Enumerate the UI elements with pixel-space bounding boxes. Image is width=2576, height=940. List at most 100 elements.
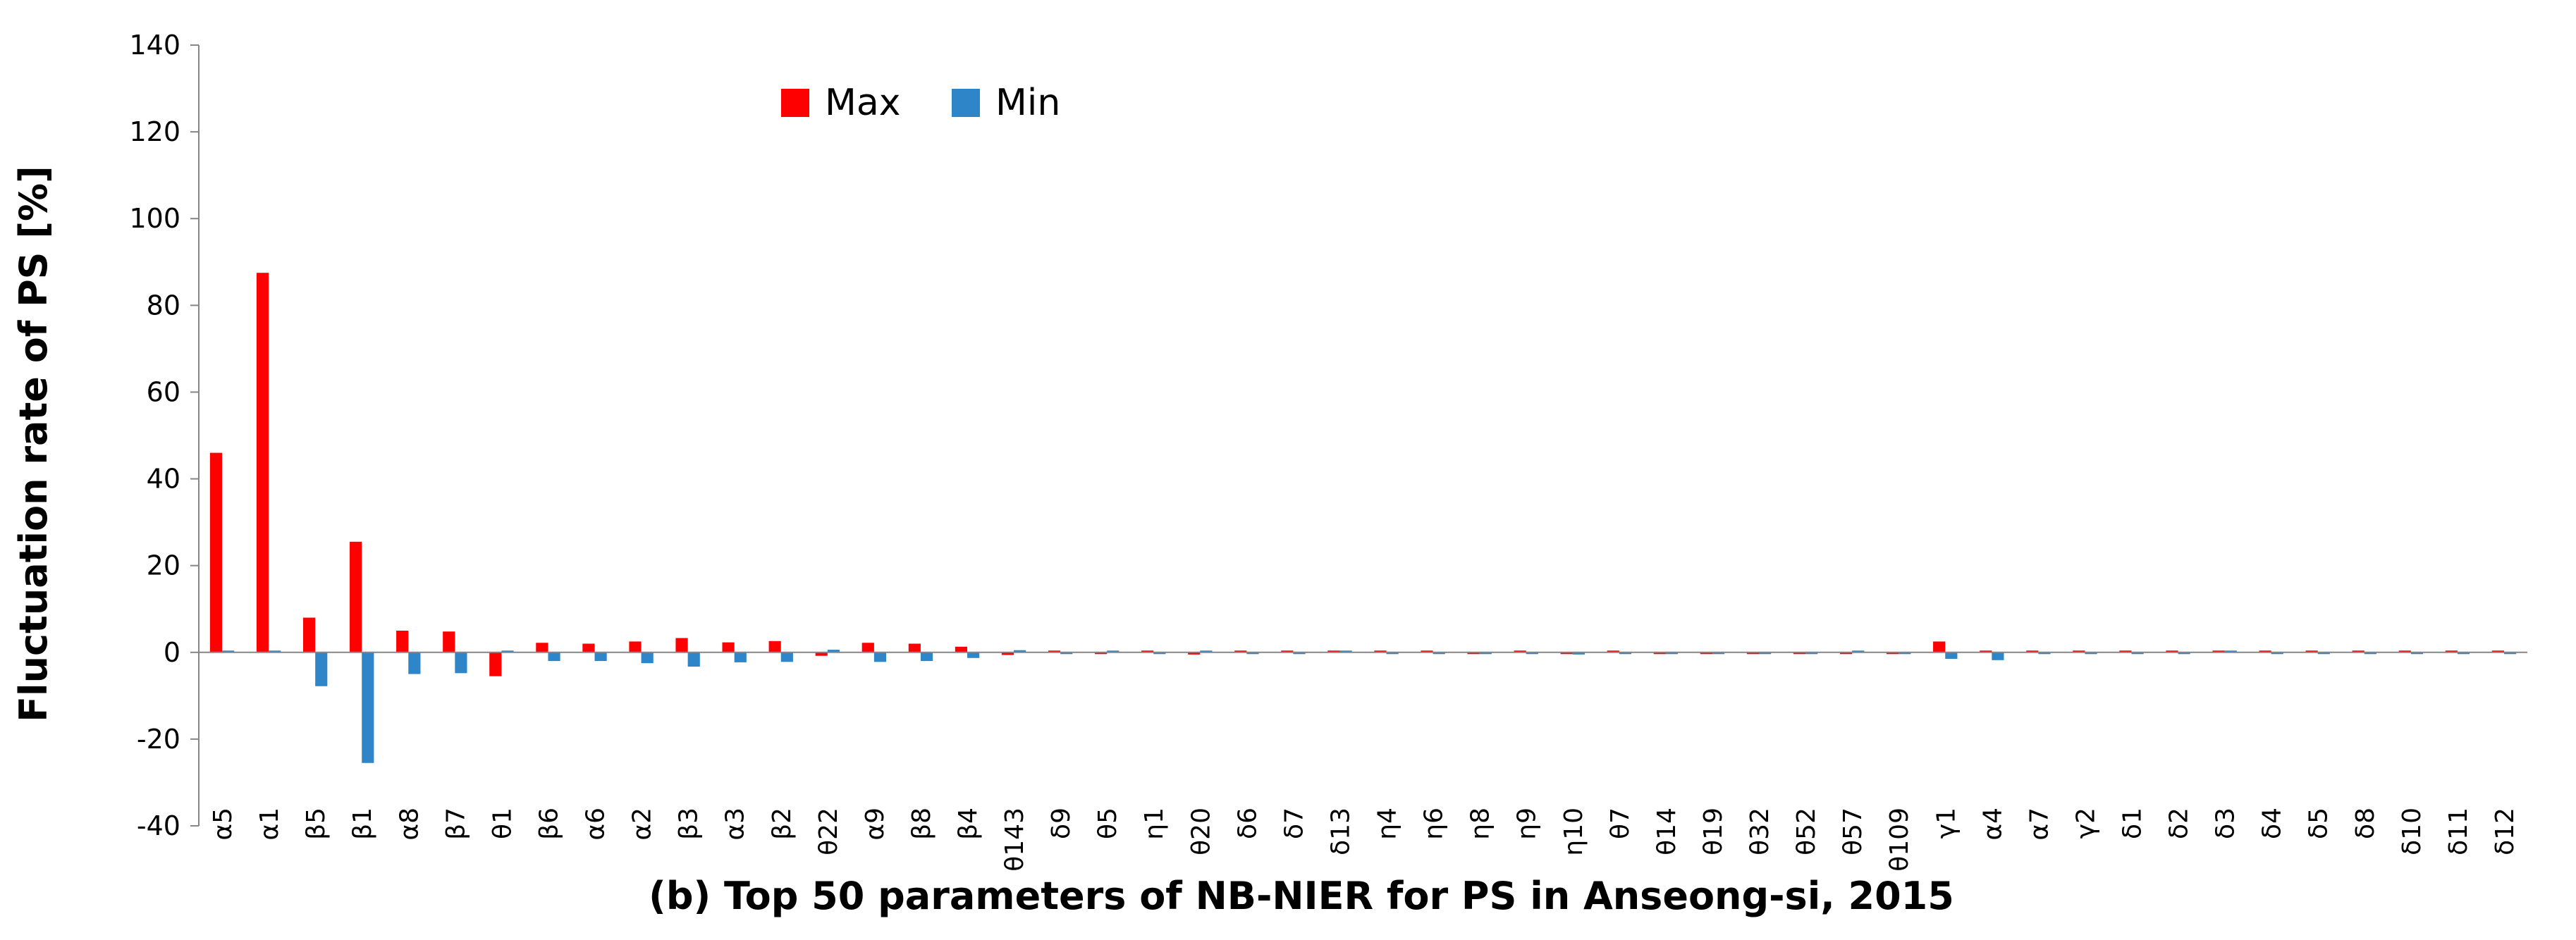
- bar-min: [780, 652, 793, 662]
- bar-max: [2305, 650, 2318, 653]
- y-tick-label: -40: [137, 810, 180, 841]
- y-tick-label: 60: [147, 376, 180, 407]
- bar-min: [2085, 652, 2097, 655]
- bar-max: [396, 631, 409, 653]
- bar-max: [768, 641, 781, 653]
- bar-max: [1980, 650, 1992, 653]
- bar-min: [873, 652, 887, 662]
- bar-max: [1746, 652, 1760, 655]
- x-tick-label: δ1: [2118, 808, 2147, 839]
- bar-max: [2073, 650, 2085, 653]
- x-tick-label: θ20: [1186, 808, 1215, 855]
- bar-min: [1433, 652, 1445, 655]
- bar-min: [2503, 652, 2517, 655]
- x-tick-label: β8: [907, 808, 936, 840]
- x-tick-label: α7: [2025, 808, 2054, 841]
- bar-max: [489, 652, 502, 676]
- bar-max: [2212, 650, 2225, 653]
- y-tick-label: 140: [129, 30, 180, 61]
- x-tick-label: α6: [582, 808, 611, 841]
- x-tick-label: β5: [302, 808, 331, 840]
- bar-min: [2410, 652, 2424, 655]
- bar-max: [1281, 650, 1294, 653]
- bar-min: [1572, 652, 1585, 655]
- x-tick-label: θ1: [488, 808, 517, 839]
- bar-min: [1200, 650, 1213, 653]
- x-tick-label: η9: [1513, 808, 1542, 840]
- x-tick-label: δ12: [2491, 808, 2520, 855]
- x-tick-label: θ143: [1000, 808, 1029, 872]
- bar-max: [1327, 650, 1340, 653]
- bar-min: [1945, 652, 1958, 660]
- bar-max: [2119, 650, 2132, 653]
- x-tick-label: β7: [441, 808, 470, 840]
- x-tick-label: β4: [954, 808, 983, 840]
- x-tick-label: δ10: [2398, 808, 2427, 855]
- bar-max: [2166, 650, 2178, 653]
- bar-max: [675, 638, 688, 653]
- x-tick-label: α9: [861, 808, 890, 841]
- bar-max: [955, 646, 967, 653]
- bar-min: [1899, 652, 1911, 655]
- bar-max: [2352, 650, 2365, 653]
- bar-min: [1852, 650, 1865, 653]
- x-tick-label: η8: [1466, 808, 1495, 840]
- bar-min: [641, 652, 654, 664]
- x-tick-label: θ5: [1093, 808, 1122, 839]
- x-tick-label: δ7: [1280, 808, 1308, 839]
- bar-min: [1153, 652, 1166, 655]
- bar-min: [1665, 652, 1679, 655]
- bar-max: [209, 452, 223, 653]
- x-tick-label: β3: [675, 808, 704, 840]
- bar-max: [1048, 650, 1061, 653]
- x-tick-label: α2: [628, 808, 657, 841]
- x-tick-label: η1: [1140, 808, 1169, 840]
- x-tick-label: θ19: [1699, 808, 1728, 855]
- x-tick-label: θ57: [1839, 808, 1867, 855]
- bar-min: [455, 652, 467, 674]
- bar-max: [256, 273, 269, 653]
- y-tick-label: 20: [147, 550, 180, 581]
- x-tick-label: γ2: [2071, 808, 2100, 839]
- bar-max: [1560, 652, 1573, 655]
- bar-min: [269, 650, 281, 653]
- y-tick-label: 40: [147, 464, 180, 495]
- bar-max: [1141, 650, 1154, 653]
- bar-min: [408, 652, 421, 674]
- bar-max: [1887, 652, 1899, 655]
- x-tick-label: η4: [1373, 808, 1402, 840]
- bar-min: [2317, 652, 2330, 655]
- x-tick-label: δ8: [2351, 808, 2380, 839]
- x-tick-label: δ6: [1233, 808, 1262, 839]
- bar-max: [1094, 652, 1108, 655]
- bar-min: [1293, 652, 1306, 655]
- bar-max: [582, 643, 595, 653]
- x-tick-label: δ2: [2165, 808, 2194, 839]
- bar-max: [2259, 650, 2271, 653]
- y-tick-label: 80: [147, 290, 180, 321]
- bar-max: [2445, 650, 2458, 653]
- bar-min: [1619, 652, 1632, 655]
- bar-min: [687, 652, 700, 667]
- bar-min: [2038, 652, 2051, 655]
- bar-min: [315, 652, 328, 686]
- x-tick-label: δ13: [1326, 808, 1355, 855]
- bar-min: [1712, 652, 1725, 655]
- bar-max: [908, 643, 921, 653]
- bar-max: [1421, 650, 1433, 653]
- x-tick-label: δ11: [2444, 808, 2473, 855]
- bar-max: [350, 541, 362, 653]
- bar-max: [1933, 641, 1946, 653]
- legend-label-max: Max: [825, 82, 901, 124]
- bar-max: [1700, 652, 1712, 655]
- bar-max: [2491, 650, 2504, 653]
- bar-min: [2457, 652, 2470, 655]
- bar-min: [501, 650, 514, 653]
- bar-min: [2131, 652, 2144, 655]
- bar-max: [302, 617, 316, 653]
- bar-max: [1001, 652, 1014, 655]
- bar-min: [827, 650, 840, 653]
- x-tick-label: δ4: [2258, 808, 2287, 839]
- bar-max: [1793, 652, 1806, 655]
